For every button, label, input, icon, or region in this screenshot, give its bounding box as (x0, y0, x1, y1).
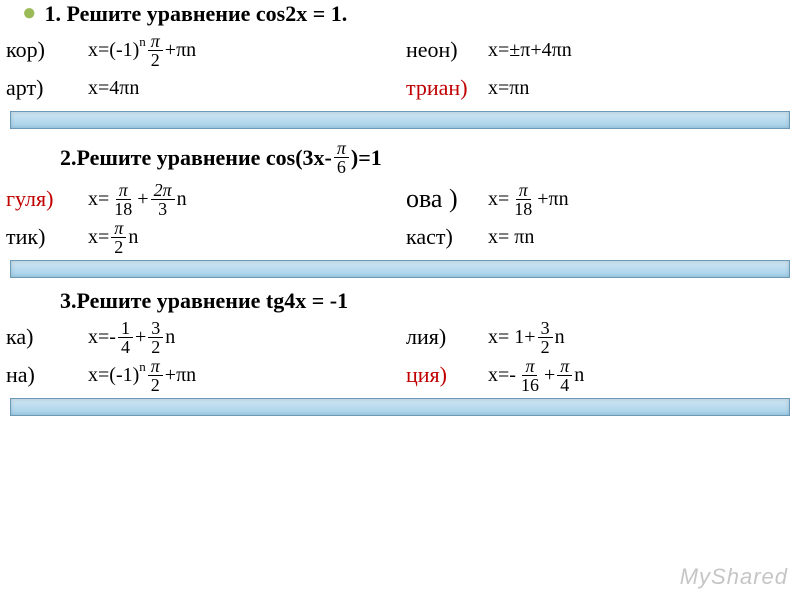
q3-tsiya-pre: ция) (406, 362, 488, 388)
watermark: MyShared (680, 564, 788, 590)
q1-art-math: x=4πn (88, 77, 139, 100)
q1-neon-pre: неон) (406, 37, 488, 63)
q3-na-math: x=(-1) n π2 +πn (88, 357, 196, 394)
separator-bar (10, 111, 790, 129)
q2-title: 2.Решите уравнение cos(3x- π6 )=1 (0, 139, 800, 176)
q1-neon-math: x=±π+4πn (488, 39, 572, 62)
q1-kor-math: x=(-1) n π2 +πn (88, 32, 196, 69)
q1-kor-pre: кор) (6, 37, 88, 63)
q2-ova-math: x= π18 +πn (488, 181, 569, 218)
q3-title: 3.Решите уравнение tg4x = -1 (0, 288, 800, 314)
q1-art-pre: арт) (6, 75, 88, 101)
q2-ova-pre: ова ) (406, 184, 488, 214)
q2-tik-pre: тик) (6, 224, 88, 250)
q1-text: 1. Решите уравнение cos2x = 1. (45, 1, 348, 27)
q3-tsiya-math: x=- π16 + π4 n (488, 357, 584, 394)
q3-liya-math: x= 1+ 32 n (488, 319, 565, 356)
separator-bar (10, 398, 790, 416)
q2-tik-math: x= π2 n (88, 219, 138, 256)
q3-ka-math: x=- 14 + 32 n (88, 319, 175, 356)
q2-kast-math: x= πn (488, 226, 534, 249)
q1-trian-pre: триан) (406, 75, 488, 101)
q3-liya-pre: лия) (406, 324, 488, 350)
bullet-icon: ● (22, 0, 37, 27)
q2-gulya-math: x= π18 + 2π3 n (88, 181, 187, 218)
q3-ka-pre: ка) (6, 324, 88, 350)
q2-kast-pre: каст) (406, 224, 488, 250)
q1-trian-math: x=πn (488, 77, 529, 100)
q3-na-pre: на) (6, 362, 88, 388)
q1-title: ● 1. Решите уравнение cos2x = 1. (0, 0, 800, 27)
separator-bar (10, 260, 790, 278)
q2-gulya-pre: гуля) (6, 186, 88, 212)
